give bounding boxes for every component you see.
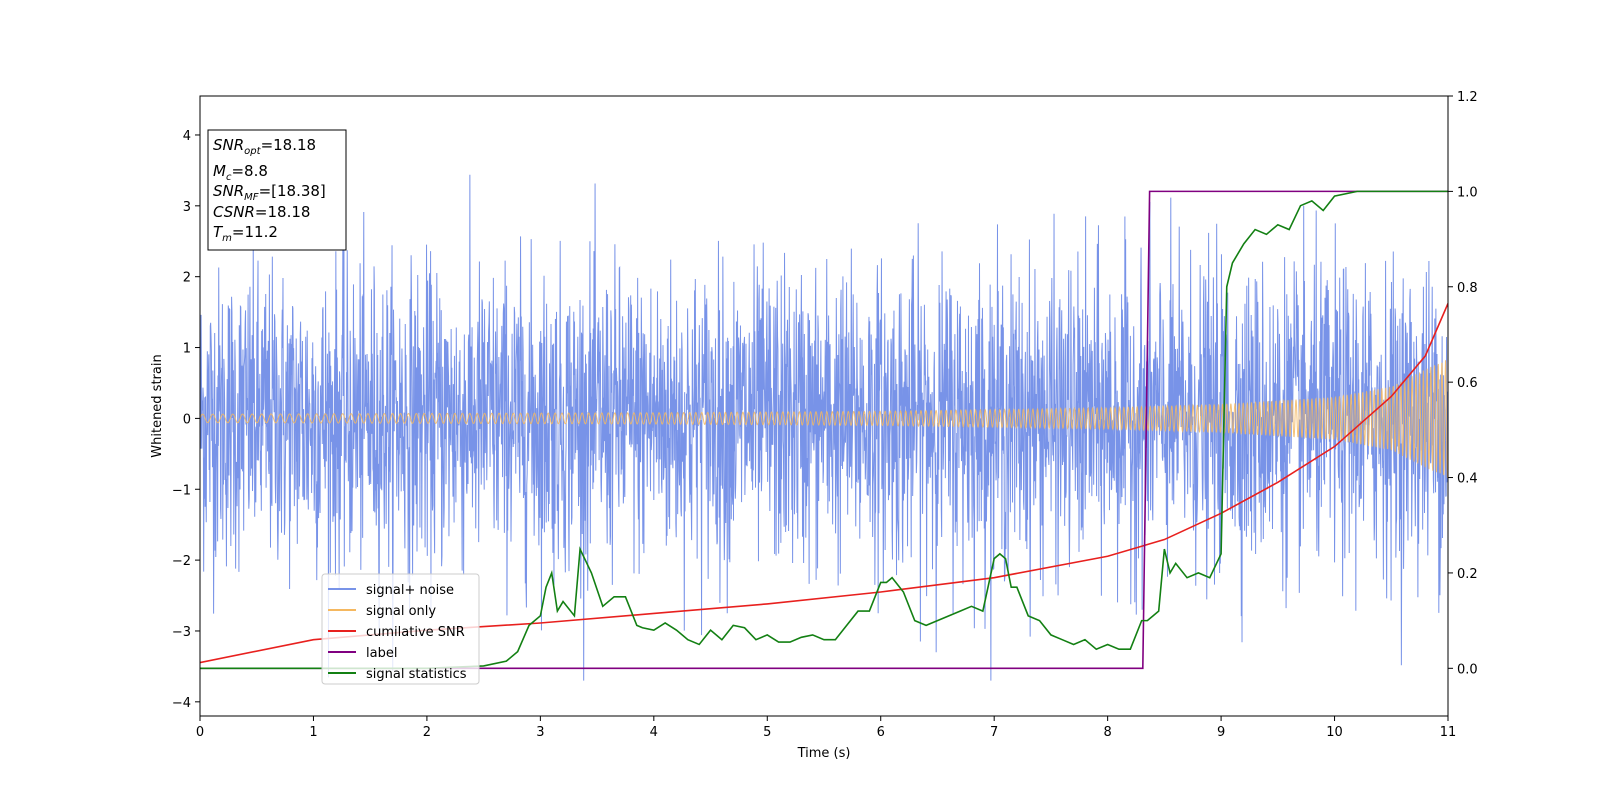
y-tick-label: 3 [183, 200, 191, 215]
y-tick-label: 0 [183, 412, 191, 427]
series-signal-noise [200, 174, 1448, 681]
series-label [200, 190, 1448, 670]
x-tick-label: 10 [1326, 725, 1343, 740]
right-axis-lines-layer [200, 190, 1448, 670]
y-tick-label: −3 [172, 625, 191, 640]
y2-tick-label: 1.2 [1457, 90, 1478, 105]
x-tick-label: 4 [650, 725, 658, 740]
y-tick-label: 4 [183, 129, 191, 144]
legend-label: signal+ noise [366, 583, 454, 598]
plot-area [200, 174, 1448, 681]
y-axis-right: 0.0 0.2 0.4 0.6 0.8 1.0 1.2 [1448, 90, 1478, 677]
x-tick-label: 9 [1217, 725, 1225, 740]
series-signal-only [200, 360, 1448, 478]
y-tick-label: −4 [172, 696, 191, 711]
y-tick-label: 2 [183, 271, 191, 286]
x-tick-label: 3 [536, 725, 544, 740]
series-signal-statistics [200, 190, 1448, 670]
legend-label: signal only [366, 604, 436, 619]
y2-tick-label: 0.0 [1457, 662, 1478, 677]
x-tick-label: 5 [763, 725, 771, 740]
x-tick-label: 7 [990, 725, 998, 740]
info-box-frame [207, 129, 347, 251]
legend-label: cumilative SNR [366, 625, 465, 640]
plot-frame [199, 95, 1449, 717]
x-tick-label: 2 [423, 725, 431, 740]
info-box: SNRopt=18.18 Mc=8.8SNRMF=[18.38]CSNR=18.1… [207, 129, 347, 251]
x-tick-label: 1 [309, 725, 317, 740]
series-cumilative-snr [200, 303, 1448, 664]
legend-frame [321, 573, 480, 685]
info-line: Mc=8.8 [213, 162, 268, 183]
signal-noise-layer [200, 174, 1448, 681]
y-axis-left: −4 −3 −2 −1 0 1 2 3 4 [172, 129, 200, 711]
y2-tick-label: 0.8 [1457, 281, 1478, 296]
y-tick-label: −2 [172, 554, 191, 569]
info-line: Tm=11.2 [213, 223, 278, 244]
legend: signal+ noise signal only cumilative SNR la… [321, 573, 480, 685]
x-tick-label: 0 [196, 725, 204, 740]
info-line: SNRMF=[18.38] [213, 182, 326, 203]
legend-label: label [366, 646, 397, 661]
x-tick-label: 6 [877, 725, 885, 740]
legend-label: signal statistics [366, 667, 467, 682]
y2-tick-label: 0.2 [1457, 567, 1478, 582]
y-axis-title: Whitened strain [150, 354, 165, 457]
x-axis-title: Time (s) [797, 746, 851, 761]
signal-only-layer [200, 360, 1448, 478]
y-tick-label: 1 [183, 342, 191, 357]
x-axis: 0 1 2 3 4 5 6 7 8 9 10 11 [196, 716, 1456, 740]
y2-tick-label: 0.4 [1457, 472, 1478, 487]
y2-tick-label: 1.0 [1457, 185, 1478, 200]
x-tick-label: 11 [1440, 725, 1457, 740]
x-tick-label: 8 [1103, 725, 1111, 740]
info-line: SNRopt=18.18 [213, 136, 316, 157]
info-line: CSNR=18.18 [213, 203, 310, 221]
y2-tick-label: 0.6 [1457, 376, 1478, 391]
y-tick-label: −1 [172, 483, 191, 498]
